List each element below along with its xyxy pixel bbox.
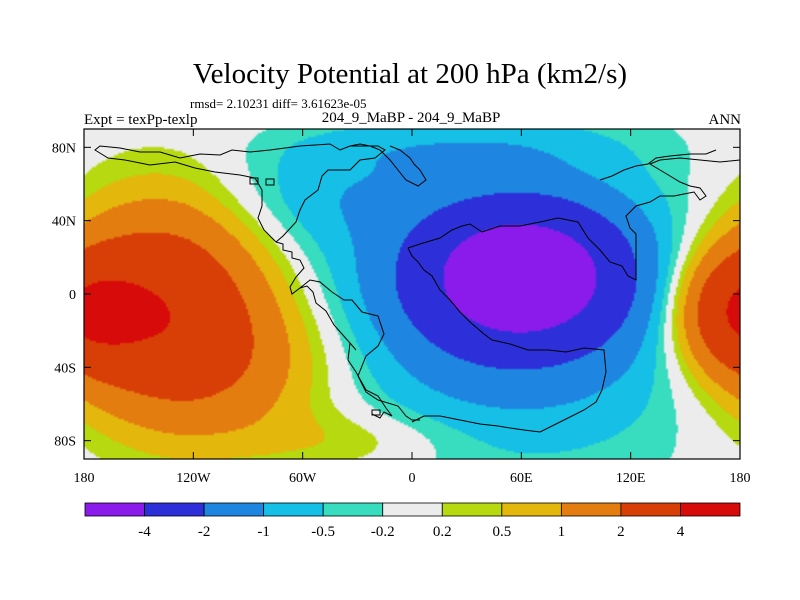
case-label: 204_9_MaBP - 204_9_MaBP <box>322 110 501 126</box>
island-outline <box>249 177 259 185</box>
colorbar-swatch <box>501 502 562 517</box>
y-tick-label: 0 <box>69 288 76 303</box>
colorbar-label: -2 <box>198 524 211 540</box>
colorbar-swatch <box>203 502 265 517</box>
colorbar-label: 0.2 <box>433 524 452 540</box>
stats-label: rmsd= 2.10231 diff= 3.61623e-05 <box>190 96 367 111</box>
x-tick-label: 120E <box>616 471 646 486</box>
colorbar-label: 0.5 <box>492 524 511 540</box>
y-axis-ticks: 80N 40N 0 40S 80S <box>52 141 740 450</box>
south-america-coastline <box>299 279 420 421</box>
colorbar-label: -1 <box>257 524 270 540</box>
x-tick-label: 60W <box>289 471 317 486</box>
y-tick-label: 80N <box>52 141 76 156</box>
colorbar-swatch <box>322 502 384 517</box>
island-outline <box>265 178 275 186</box>
colorbar-swatch <box>620 502 681 517</box>
americas-coastline <box>94 143 393 419</box>
europe-coastline <box>349 143 717 187</box>
colorbar-swatch <box>441 502 503 517</box>
colorbar-label: 4 <box>677 524 685 540</box>
experiment-label: Expt = texPp-texlp <box>84 112 197 128</box>
colorbar-label: -4 <box>138 524 151 540</box>
colorbar-swatch <box>263 502 324 517</box>
colorbar-label: 1 <box>558 524 566 540</box>
colorbar-label: -0.5 <box>311 524 335 540</box>
colorbar: -4 -2 -1 -0.5 -0.2 0.2 0.5 1 2 4 <box>84 502 741 540</box>
island-outline <box>371 409 381 416</box>
x-tick-label: 120W <box>176 471 211 486</box>
colorbar-swatch <box>680 502 741 517</box>
colorbar-swatch <box>560 502 622 517</box>
x-tick-label: 60E <box>510 471 533 486</box>
filled-contour-field <box>84 129 740 459</box>
colorbar-swatch <box>382 502 443 517</box>
y-tick-label: 80S <box>54 435 76 450</box>
colorbar-label: -0.2 <box>371 524 395 540</box>
chart-title: Velocity Potential at 200 hPa (km2/s) <box>193 58 627 90</box>
colorbar-swatch <box>84 502 145 517</box>
y-tick-label: 40N <box>52 215 76 230</box>
x-tick-label: 180 <box>74 471 95 486</box>
coastline-outlines <box>94 143 741 433</box>
eurasia-africa-coastline <box>407 157 741 433</box>
colorbar-label: 2 <box>617 524 625 540</box>
x-tick-label: 0 <box>409 471 416 486</box>
season-label: ANN <box>709 112 742 128</box>
colorbar-swatch <box>144 502 205 517</box>
x-axis-ticks: 180 120W 60W 0 60E 120E 180 <box>74 129 751 486</box>
y-tick-label: 40S <box>54 361 76 376</box>
x-tick-label: 180 <box>730 471 751 486</box>
contour-map <box>84 129 740 459</box>
